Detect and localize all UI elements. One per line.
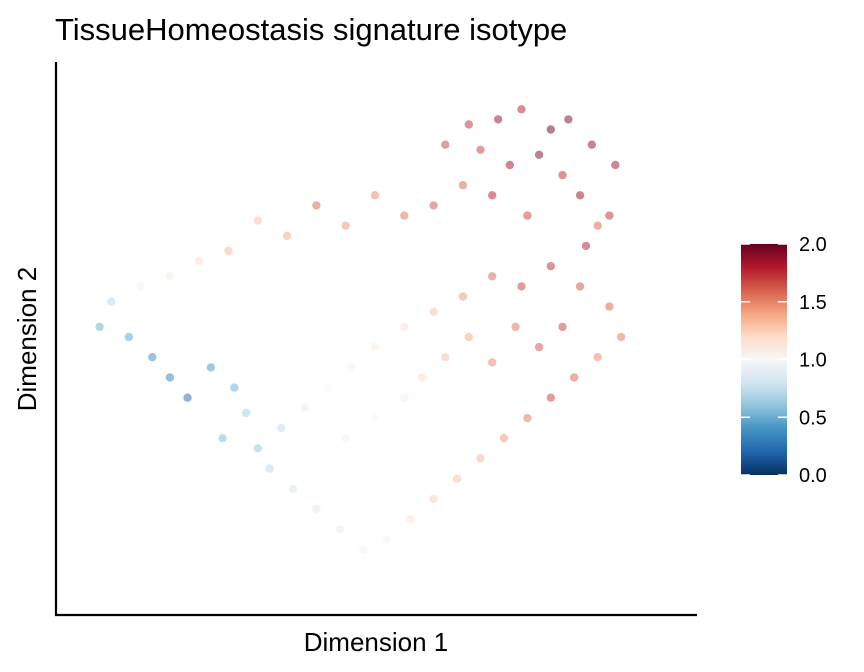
data-point-45 [575, 282, 585, 291]
data-point-46 [605, 302, 614, 311]
data-point-75 [611, 160, 620, 170]
data-point-58 [359, 545, 368, 554]
data-point-49 [570, 373, 579, 382]
data-point-52 [499, 434, 509, 443]
data-point-27 [165, 373, 175, 382]
chart-title: TissueHomeostasis signature isotype [55, 12, 567, 47]
colorbar-tick-label-4: 2.0 [799, 234, 827, 256]
data-point-4 [505, 160, 514, 170]
data-point-59 [335, 525, 344, 534]
data-point-74 [605, 211, 614, 220]
data-point-22 [136, 282, 145, 291]
data-point-6 [558, 170, 567, 180]
data-point-21 [165, 272, 175, 281]
data-point-7 [458, 181, 468, 190]
data-point-50 [546, 393, 555, 402]
data-point-77 [564, 115, 573, 124]
colorbar-tick-label-3: 1.5 [799, 292, 827, 314]
data-point-38 [370, 342, 380, 352]
data-point-23 [107, 297, 116, 306]
y-axis-title: Dimension 2 [12, 267, 42, 412]
data-point-35 [300, 403, 309, 412]
data-point-64 [370, 413, 380, 423]
data-point-55 [429, 494, 438, 504]
data-point-29 [206, 363, 216, 372]
data-point-66 [417, 373, 427, 382]
data-point-34 [277, 423, 286, 433]
data-point-13 [400, 211, 409, 220]
data-point-14 [370, 191, 380, 200]
data-point-5 [534, 150, 544, 159]
data-point-9 [575, 191, 585, 200]
data-point-42 [488, 272, 497, 281]
data-point-10 [429, 201, 438, 210]
data-point-62 [265, 464, 274, 473]
scatter-points [95, 105, 626, 554]
data-point-8 [488, 191, 497, 200]
data-point-73 [581, 241, 591, 251]
data-point-51 [523, 413, 532, 423]
data-point-1 [517, 105, 526, 114]
data-point-31 [241, 408, 251, 418]
colorbar: 0.0 0.5 1.0 1.5 2.0 [741, 234, 827, 487]
data-point-65 [400, 393, 409, 402]
data-point-57 [382, 535, 391, 544]
data-point-24 [95, 322, 104, 332]
data-point-17 [282, 231, 292, 240]
data-point-68 [464, 332, 473, 342]
data-point-39 [400, 322, 409, 332]
data-point-72 [558, 322, 567, 332]
data-point-30 [230, 383, 239, 392]
data-point-0 [493, 115, 503, 124]
data-point-37 [347, 363, 356, 372]
data-point-44 [546, 262, 555, 271]
data-point-40 [429, 307, 438, 316]
data-point-71 [534, 342, 544, 352]
x-axis-title: Dimension 1 [304, 627, 449, 657]
data-point-61 [288, 484, 298, 493]
data-point-41 [458, 292, 468, 301]
data-point-15 [341, 221, 350, 230]
data-point-2 [546, 125, 555, 134]
data-point-47 [616, 332, 626, 342]
data-point-33 [253, 444, 262, 453]
data-point-76 [587, 140, 596, 149]
data-point-60 [312, 504, 321, 514]
data-point-67 [441, 353, 450, 362]
data-point-11 [523, 211, 532, 220]
data-point-12 [593, 221, 602, 230]
data-point-19 [224, 246, 233, 256]
colorbar-tick-label-1: 0.5 [799, 407, 827, 429]
colorbar-ticks: 0.0 0.5 1.0 1.5 2.0 [741, 234, 827, 487]
data-point-69 [488, 358, 497, 367]
data-point-43 [517, 282, 526, 291]
data-point-53 [476, 454, 485, 463]
data-point-79 [441, 140, 450, 149]
data-point-36 [323, 383, 333, 392]
data-point-32 [218, 434, 227, 443]
data-point-3 [476, 145, 485, 154]
data-point-18 [253, 216, 262, 225]
data-point-48 [593, 353, 602, 362]
data-point-26 [148, 353, 157, 362]
data-point-28 [183, 393, 192, 402]
data-point-70 [511, 322, 520, 332]
colorbar-tick-label-0: 0.0 [799, 465, 827, 487]
data-point-20 [195, 256, 204, 266]
data-point-54 [452, 474, 462, 483]
data-point-56 [406, 515, 415, 524]
colorbar-tick-label-2: 1.0 [799, 350, 827, 372]
data-point-25 [124, 332, 134, 342]
data-point-63 [341, 434, 350, 443]
data-point-16 [312, 201, 321, 210]
data-point-78 [464, 120, 473, 129]
